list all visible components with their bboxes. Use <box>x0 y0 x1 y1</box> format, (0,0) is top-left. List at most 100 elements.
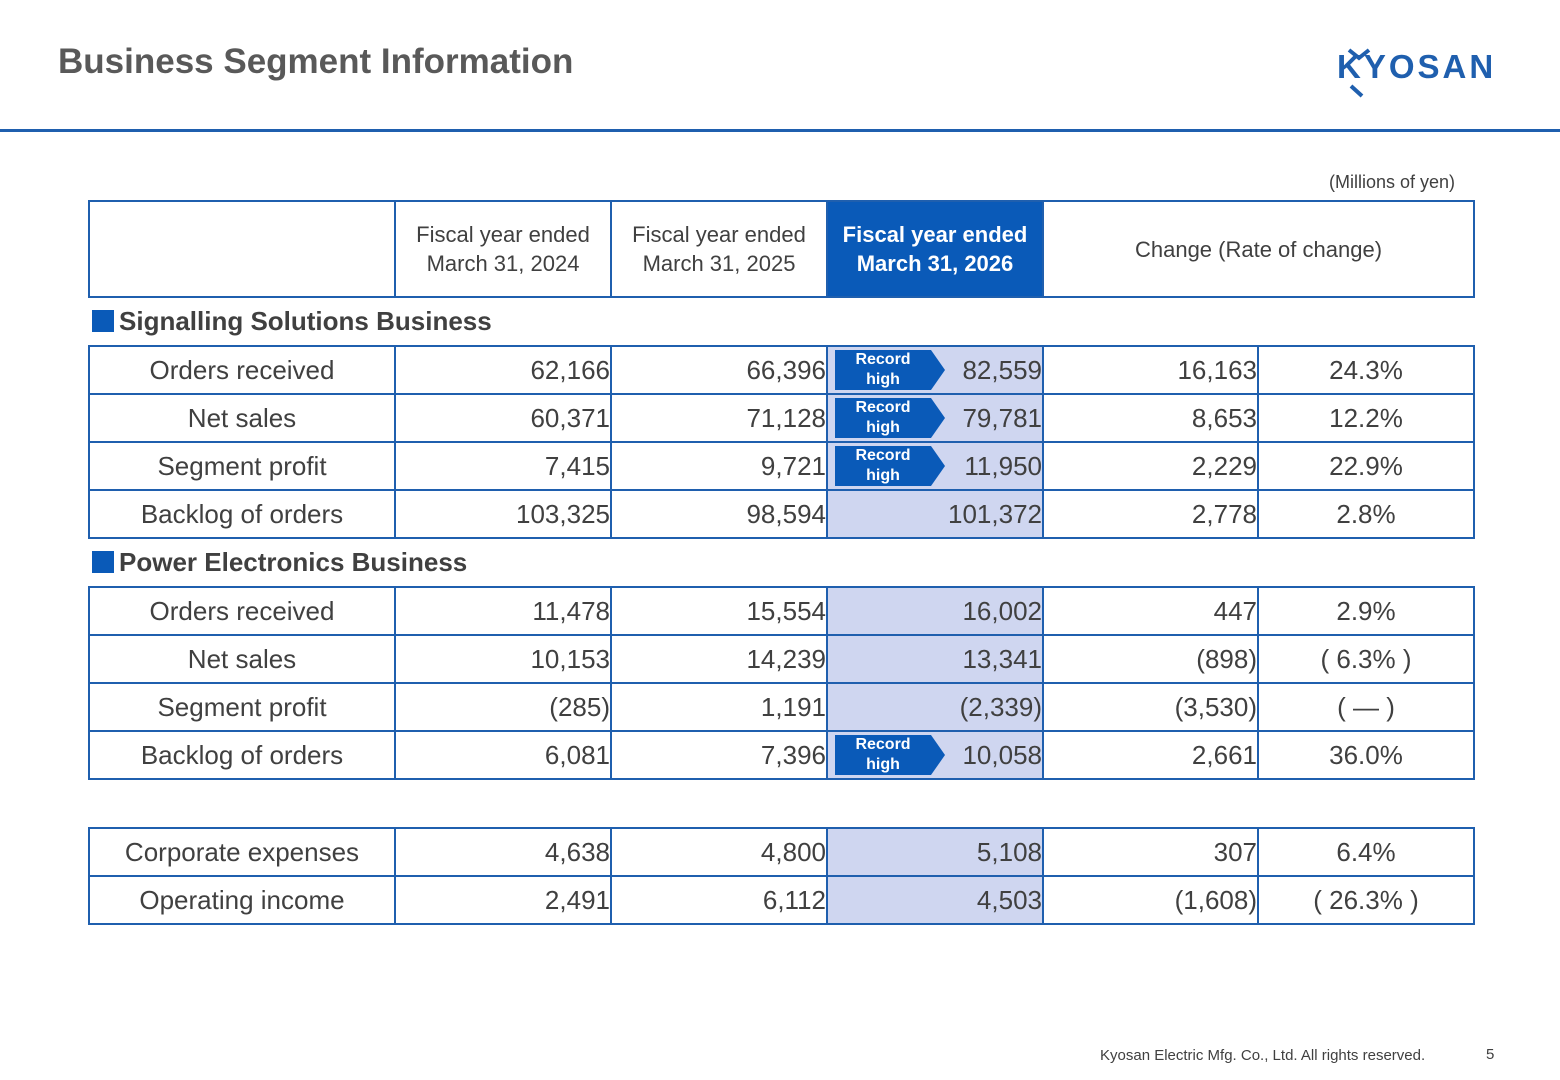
value-fy2024: 7,415 <box>394 441 612 491</box>
record-high-label: Record high <box>855 351 911 388</box>
value-fy2025-text: 4,800 <box>760 836 826 867</box>
value-change-text: (3,530) <box>1174 691 1257 722</box>
value-fy2025-text: 15,554 <box>746 595 826 626</box>
value-fy2025: 7,396 <box>610 730 828 780</box>
value-fy2026-text: 16,002 <box>962 595 1042 626</box>
value-fy2025-text: 7,396 <box>760 739 826 770</box>
value-fy2025: 66,396 <box>610 345 828 395</box>
table-row: Segment profit 7,415 9,721 Record high 11,95… <box>88 441 1475 491</box>
value-rate-of-change-text: 22.9% <box>1329 450 1403 481</box>
value-fy2025-text: 98,594 <box>746 498 826 529</box>
value-fy2024-text: 103,325 <box>516 498 610 529</box>
value-rate-of-change-text: ( 26.3% ) <box>1313 884 1419 915</box>
value-rate-of-change-text: 12.2% <box>1329 402 1403 433</box>
signalling-table: Orders received 62,166 66,396 Record high 82… <box>88 345 1475 539</box>
value-fy2024: 2,491 <box>394 875 612 925</box>
header-rule <box>0 129 1560 132</box>
table-row: Operating income 2,491 6,112 4,503 (1,608) ( … <box>88 875 1475 925</box>
value-fy2024: 6,081 <box>394 730 612 780</box>
row-label-text: Backlog of orders <box>140 739 344 770</box>
row-label: Orders received <box>88 586 396 636</box>
value-fy2025: 9,721 <box>610 441 828 491</box>
value-fy2024-text: 60,371 <box>530 402 610 433</box>
value-fy2026-text: 101,372 <box>948 498 1042 529</box>
value-fy2024-text: 4,638 <box>544 836 610 867</box>
table-row: Backlog of orders 103,325 98,594 101,372 2,7… <box>88 489 1475 539</box>
col-header-fy2026: Fiscal year ended March 31, 2026 <box>826 200 1044 298</box>
value-change: (1,608) <box>1042 875 1259 925</box>
value-fy2026: 5,108 <box>826 827 1044 877</box>
value-change-text: (1,608) <box>1174 884 1257 915</box>
row-label-text: Orders received <box>149 354 335 385</box>
logo-chevron-icon <box>1347 48 1371 98</box>
value-rate-of-change: ( 6.3% ) <box>1257 634 1475 684</box>
value-fy2024: (285) <box>394 682 612 732</box>
row-label-text: Orders received <box>149 595 335 626</box>
units-note: (Millions of yen) <box>1328 172 1455 192</box>
row-label-text: Segment profit <box>157 691 327 722</box>
value-fy2025-text: 6,112 <box>762 884 826 915</box>
badge-arrow-shape <box>835 735 945 775</box>
value-fy2025: 6,112 <box>610 875 828 925</box>
value-change-text: 2,229 <box>1191 450 1257 481</box>
col-header-change: Change (Rate of change) <box>1042 200 1475 298</box>
row-label-text: Operating income <box>139 884 345 915</box>
value-fy2024-text: 6,081 <box>544 739 610 770</box>
value-rate-of-change: 6.4% <box>1257 827 1475 877</box>
value-rate-of-change-text: 36.0% <box>1329 739 1403 770</box>
col-header-fy2025: Fiscal year ended March 31, 2025 <box>610 200 828 298</box>
value-change: 2,778 <box>1042 489 1259 539</box>
value-fy2024: 11,478 <box>394 586 612 636</box>
row-label: Operating income <box>88 875 396 925</box>
badge-arrow-shape <box>835 350 945 390</box>
value-fy2025: 15,554 <box>610 586 828 636</box>
section-title-signalling: Signalling Solutions Business <box>92 306 492 337</box>
value-fy2024: 10,153 <box>394 634 612 684</box>
value-fy2026-text: 11,950 <box>964 450 1042 481</box>
badge-arrow-shape <box>835 398 945 438</box>
value-change: 8,653 <box>1042 393 1259 443</box>
value-rate-of-change: ( 26.3% ) <box>1257 875 1475 925</box>
col-header-fy2024: Fiscal year ended March 31, 2024 <box>394 200 612 298</box>
record-high-badge: Record high <box>835 446 945 486</box>
value-rate-of-change-text: ( 6.3% ) <box>1320 643 1412 674</box>
corporate-table: Corporate expenses 4,638 4,800 5,108 307 6.4%… <box>88 827 1475 925</box>
row-label: Net sales <box>88 393 396 443</box>
value-rate-of-change-text: 6.4% <box>1336 836 1396 867</box>
value-rate-of-change-text: ( — ) <box>1337 691 1395 722</box>
record-high-badge: Record high <box>835 735 945 775</box>
value-fy2025-text: 71,128 <box>746 402 826 433</box>
column-header-table: Fiscal year ended March 31, 2024 Fiscal … <box>88 200 1475 298</box>
value-rate-of-change: 36.0% <box>1257 730 1475 780</box>
footer-copyright: Kyosan Electric Mfg. Co., Ltd. All right… <box>1100 1047 1426 1064</box>
row-label: Corporate expenses <box>88 827 396 877</box>
value-change: 307 <box>1042 827 1259 877</box>
value-change: 2,229 <box>1042 441 1259 491</box>
value-rate-of-change: 2.9% <box>1257 586 1475 636</box>
row-label-text: Backlog of orders <box>140 498 344 529</box>
value-rate-of-change-text: 24.3% <box>1329 354 1403 385</box>
value-rate-of-change: ( — ) <box>1257 682 1475 732</box>
value-change-text: 2,778 <box>1191 498 1257 529</box>
power-electronics-table: Orders received 11,478 15,554 16,002 447 2.9%… <box>88 586 1475 780</box>
value-fy2025-text: 9,721 <box>760 450 826 481</box>
section-title-power: Power Electronics Business <box>92 547 467 578</box>
value-fy2025-text: 66,396 <box>746 354 826 385</box>
column-header-row: Fiscal year ended March 31, 2024 Fiscal … <box>88 200 1475 298</box>
value-fy2026: 16,002 <box>826 586 1044 636</box>
value-fy2025: 71,128 <box>610 393 828 443</box>
value-change: (3,530) <box>1042 682 1259 732</box>
value-fy2024-text: 10,153 <box>530 643 610 674</box>
value-fy2025: 98,594 <box>610 489 828 539</box>
value-change-text: (898) <box>1196 643 1257 674</box>
row-label-text: Corporate expenses <box>124 836 360 867</box>
value-rate-of-change: 2.8% <box>1257 489 1475 539</box>
table-row: Corporate expenses 4,638 4,800 5,108 307 6.4% <box>88 827 1475 877</box>
value-rate-of-change: 24.3% <box>1257 345 1475 395</box>
record-high-label: Record high <box>855 447 911 484</box>
value-rate-of-change: 12.2% <box>1257 393 1475 443</box>
table-row: Orders received 11,478 15,554 16,002 447 2.9% <box>88 586 1475 636</box>
value-rate-of-change-text: 2.9% <box>1336 595 1396 626</box>
badge-arrow-shape <box>835 446 945 486</box>
row-label: Backlog of orders <box>88 730 396 780</box>
